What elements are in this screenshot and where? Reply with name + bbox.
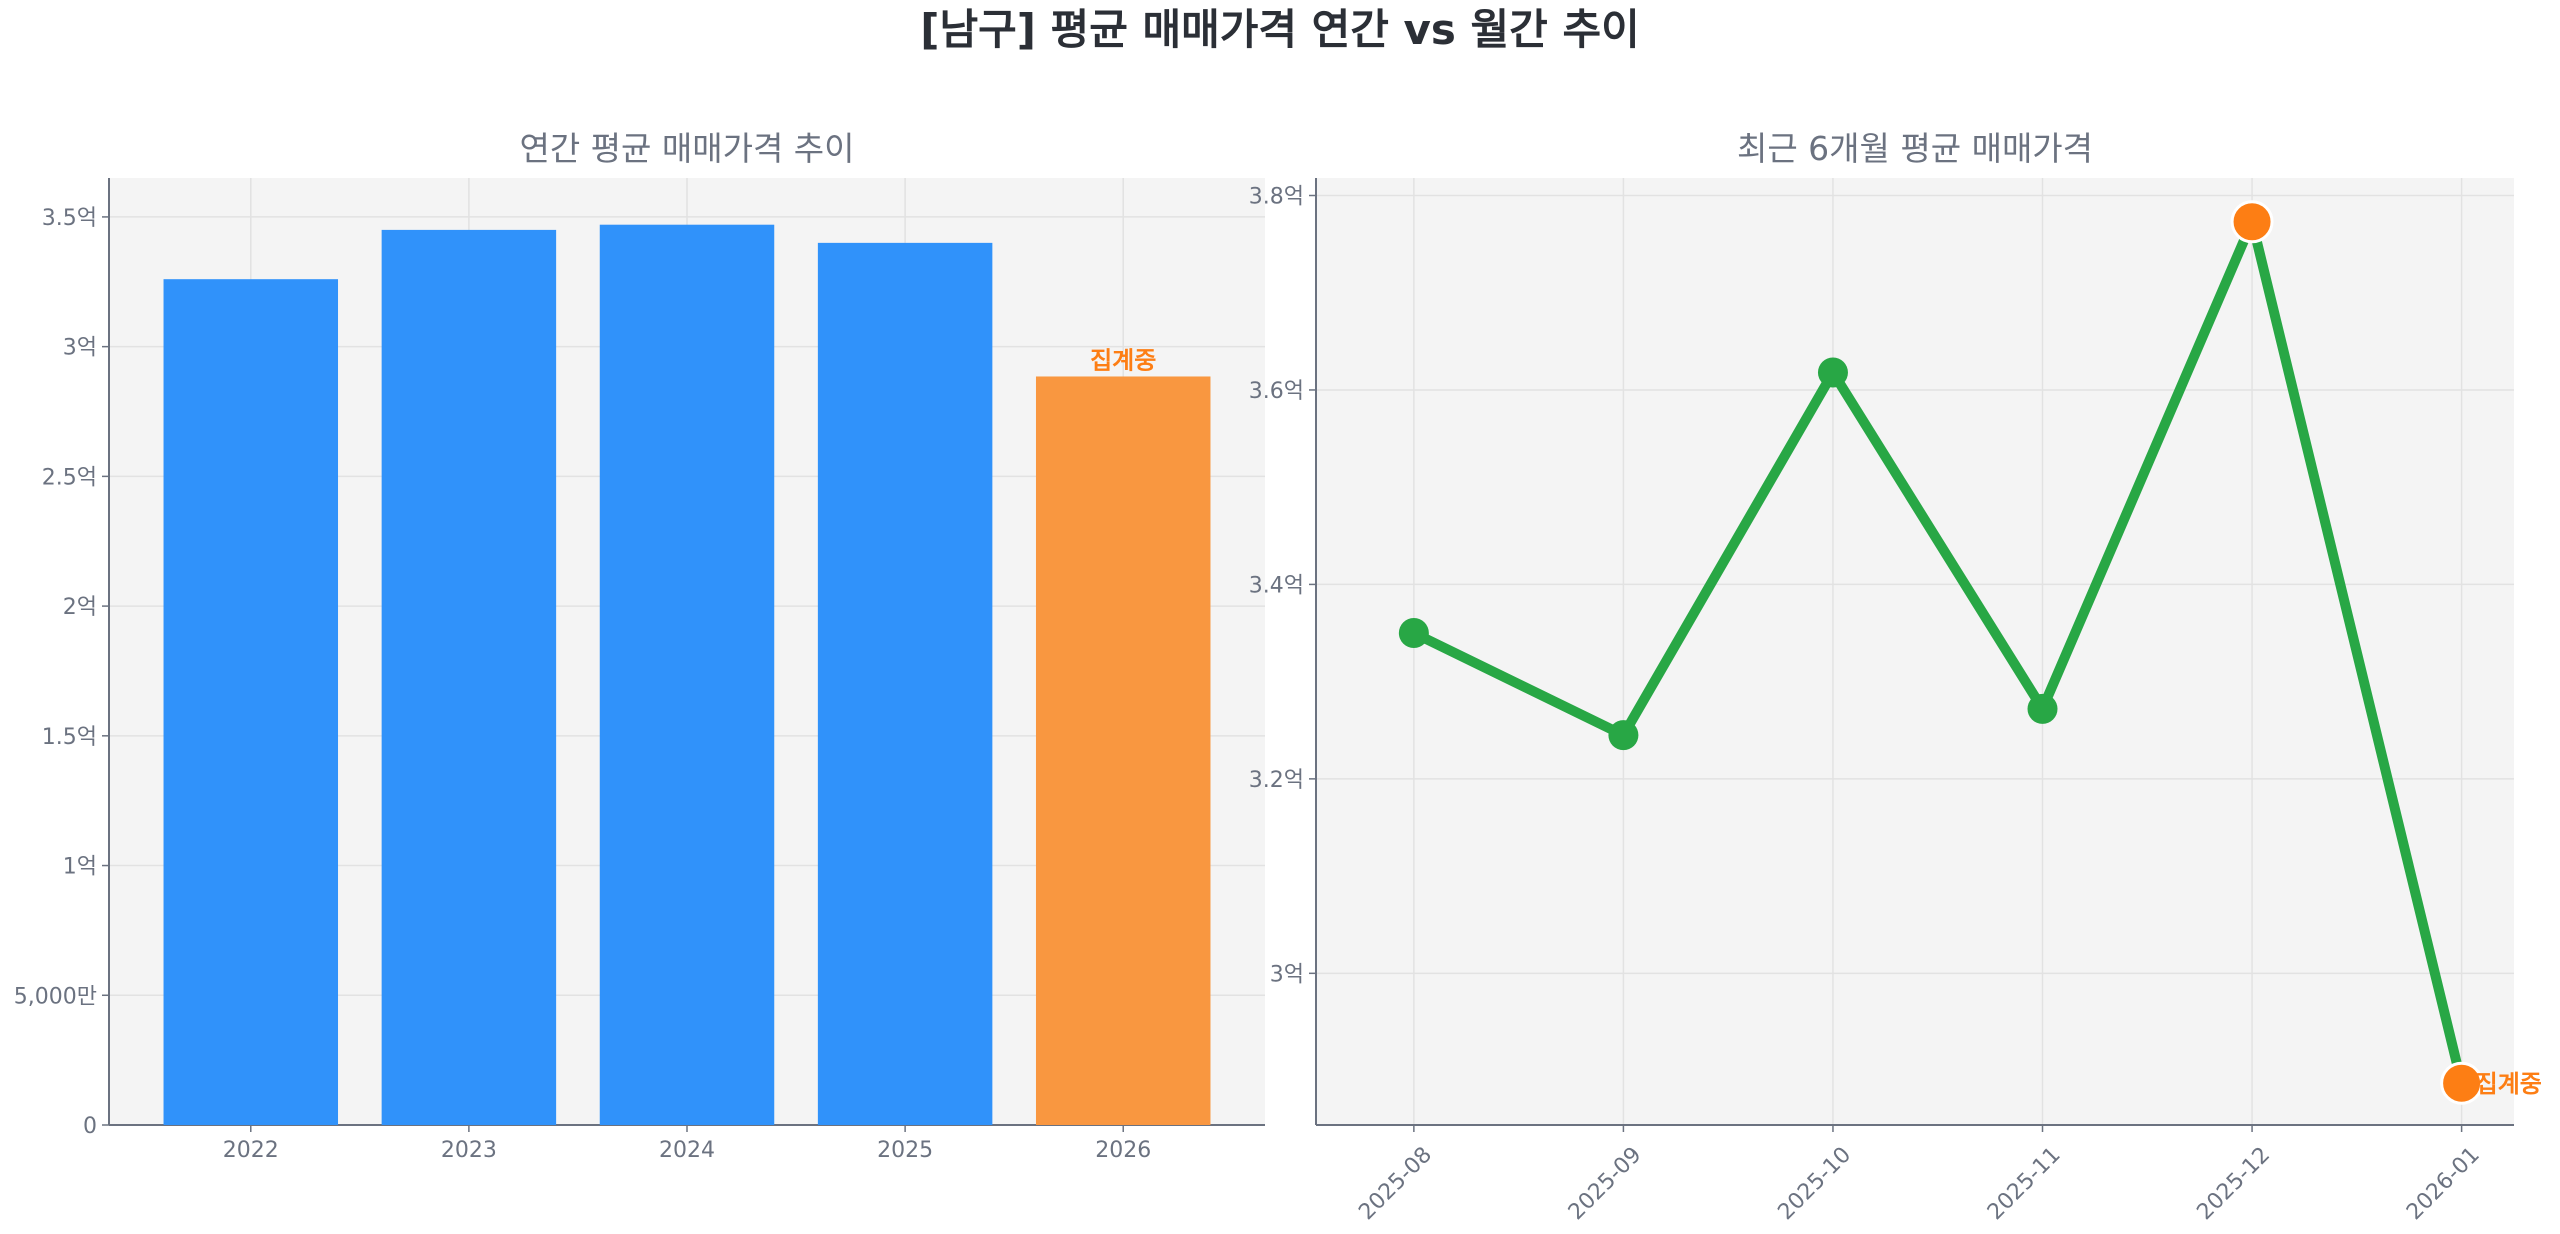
y-tick-label: 0	[83, 1114, 97, 1139]
in-progress-label: 집계중	[2476, 1070, 2542, 1098]
bar-2025	[817, 242, 993, 1125]
x-tick-label: 2025	[877, 1138, 933, 1163]
y-tick-label: 3억	[63, 336, 97, 361]
y-tick-label: 2.5억	[42, 465, 97, 490]
x-tick-label: 2026	[1095, 1138, 1151, 1163]
bar-2022	[163, 279, 339, 1126]
data-point	[1398, 618, 1429, 649]
monthly-line-chart: 3억 3.2억 3.4억 3.6억 3.8억 최근 6개월 평균 매매가격 2025-08 2…	[1249, 129, 2542, 1225]
subplot-title: 최근 6개월 평균 매매가격	[1737, 129, 2093, 168]
highlight-point	[2230, 200, 2274, 244]
annual-bar-chart: 0 5,000만 1억 1.5억 2억 2.5억 3억 3.5억 연간 평균 매매가격 추이 20…	[14, 129, 1265, 1163]
y-tick-label: 1억	[63, 855, 97, 880]
x-tick-label: 2025-12	[2193, 1142, 2276, 1225]
x-tick-label: 2024	[659, 1138, 715, 1163]
y-tick-label: 3.4억	[1249, 573, 1304, 598]
subplot-title: 연간 평균 매매가격 추이	[519, 129, 854, 168]
bar-2024	[599, 224, 775, 1126]
data-point	[1608, 720, 1639, 751]
x-tick-label: 2026-01	[2402, 1142, 2485, 1225]
x-tick-label: 2025-11	[1983, 1142, 2066, 1225]
y-tick-label: 3.2억	[1249, 768, 1304, 793]
bar-2026	[1035, 376, 1211, 1125]
highlight-point	[2440, 1061, 2484, 1105]
y-tick-label: 3억	[1270, 962, 1304, 987]
x-tick-label: 2025-08	[1354, 1142, 1437, 1225]
plot-area	[1316, 178, 2514, 1125]
y-tick-label: 5,000만	[14, 984, 97, 1009]
data-point	[1817, 357, 1848, 388]
in-progress-label: 집계중	[1090, 346, 1156, 374]
price-line	[1411, 216, 2467, 1085]
x-tick-label: 2023	[441, 1138, 497, 1163]
x-tick-label: 2025-10	[1773, 1142, 1856, 1225]
bar-2023	[381, 229, 557, 1126]
y-tick-label: 3.5억	[42, 206, 97, 231]
figure-title: [남구] 평균 매매가격 연간 vs 월간 추이	[920, 5, 1639, 54]
y-tick-label: 3.6억	[1249, 379, 1304, 404]
y-tick-label: 2억	[63, 595, 97, 620]
data-point	[2027, 693, 2058, 724]
y-tick-label: 1.5억	[42, 725, 97, 750]
y-tick-label: 3.8억	[1249, 185, 1304, 210]
x-tick-label: 2022	[223, 1138, 279, 1163]
x-tick-label: 2025-09	[1564, 1142, 1647, 1225]
